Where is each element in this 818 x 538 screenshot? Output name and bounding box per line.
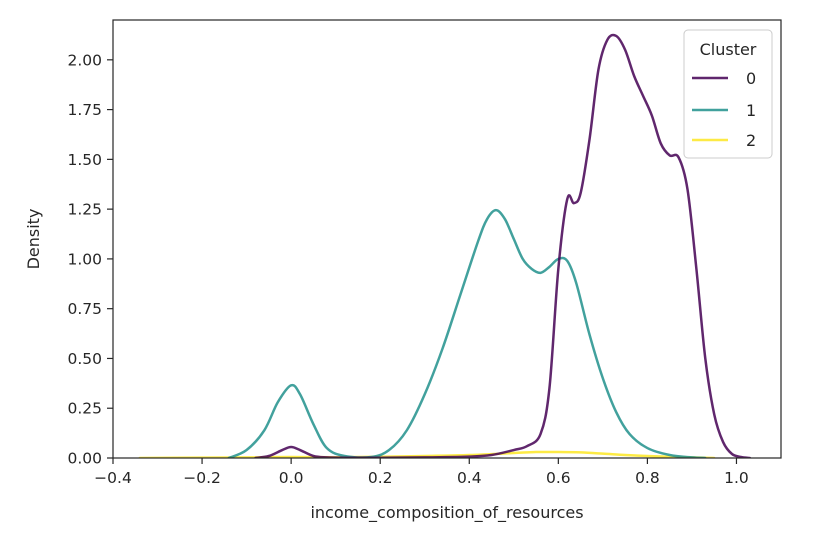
plot-frame xyxy=(112,19,782,459)
x-tick-label: 1.0 xyxy=(724,469,749,487)
legend-title: Cluster xyxy=(700,40,757,59)
x-tick-label: 0.4 xyxy=(457,469,482,487)
y-tick-label: 1.50 xyxy=(67,151,102,169)
x-tick-label: 0.2 xyxy=(368,469,393,487)
y-axis-ticks: 0.00 0.25 0.50 0.75 1.00 1.25 1.50 1.75 2.00 xyxy=(67,51,113,468)
y-axis-title: Density xyxy=(24,209,43,270)
y-tick-label: 0.00 xyxy=(67,450,102,468)
y-tick-label: 0.50 xyxy=(67,350,102,368)
x-axis-title: income_composition_of_resources xyxy=(310,503,583,523)
legend-label-2: 2 xyxy=(746,131,756,150)
legend-box xyxy=(683,29,773,159)
x-axis-ticks: −0.4 −0.2 0.0 0.2 0.4 0.6 0.8 1.0 xyxy=(94,458,749,487)
y-tick-label: 1.25 xyxy=(67,201,102,219)
x-tick-label: 0.6 xyxy=(546,469,571,487)
legend: Cluster 0 1 2 xyxy=(683,29,773,159)
x-tick-label: 0.8 xyxy=(635,469,660,487)
series-line-2 xyxy=(138,450,716,458)
x-tick-label: −0.2 xyxy=(183,469,221,487)
y-tick-label: 2.00 xyxy=(67,51,102,69)
x-tick-label: 0.0 xyxy=(279,469,304,487)
y-tick-label: 0.25 xyxy=(67,400,102,418)
legend-label-1: 1 xyxy=(746,101,756,120)
y-tick-label: 0.75 xyxy=(67,300,102,318)
y-tick-label: 1.00 xyxy=(67,250,102,268)
plot-area xyxy=(113,20,781,458)
legend-label-0: 0 xyxy=(746,69,756,88)
y-tick-label: 1.75 xyxy=(67,101,102,119)
x-tick-label: −0.4 xyxy=(94,469,132,487)
series-line-1 xyxy=(227,208,707,458)
